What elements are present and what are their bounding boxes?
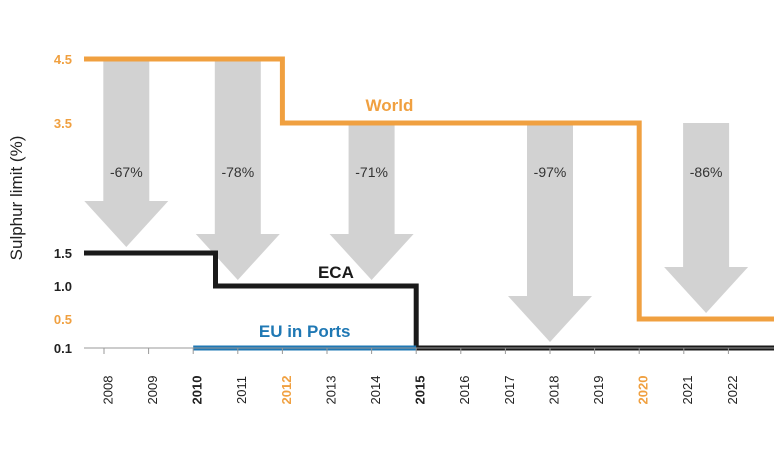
x-tick-label: 2009 xyxy=(145,376,160,405)
y-tick-label: 1.0 xyxy=(54,279,72,294)
reduction-arrow xyxy=(84,59,169,247)
reduction-arrow xyxy=(195,59,280,280)
x-tick-label: 2020 xyxy=(636,376,651,405)
x-tick-label: 2010 xyxy=(190,376,205,405)
y-tick-label: 4.5 xyxy=(54,52,72,67)
reduction-arrow xyxy=(664,123,749,313)
reduction-label: -67% xyxy=(110,164,143,180)
reduction-label: -86% xyxy=(690,164,723,180)
labels: Sulphur limit (%) -67% -78% -71% -97% -86% Wor… xyxy=(7,96,722,341)
series-label: World xyxy=(366,96,414,115)
x-tick-label: 2018 xyxy=(546,376,561,405)
x-tick-label: 2021 xyxy=(680,376,695,405)
reduction-arrow xyxy=(329,123,414,280)
x-tick-label: 2017 xyxy=(502,376,517,405)
series-label: ECA xyxy=(318,263,354,282)
x-tick-label: 2013 xyxy=(323,376,338,405)
reduction-arrows xyxy=(84,59,749,342)
x-tick-label: 2011 xyxy=(234,376,249,404)
x-tick-label: 2008 xyxy=(100,376,115,405)
series-label: EU in Ports xyxy=(259,322,351,341)
y-tick-label: 0.5 xyxy=(54,312,72,327)
reduction-arrow xyxy=(508,123,592,342)
axes: 4.5 3.5 1.5 1.0 0.5 0.1 2008 2009 2010 2011 2012 20… xyxy=(54,52,774,404)
x-tick-label: 2015 xyxy=(413,376,428,405)
series-line-world xyxy=(84,56,774,322)
x-tick-label: 2016 xyxy=(457,376,472,405)
y-axis-label: Sulphur limit (%) xyxy=(7,136,26,261)
y-tick-label: 1.5 xyxy=(54,246,72,261)
series-lines xyxy=(84,56,774,351)
y-tick-label: 0.1 xyxy=(54,341,72,356)
x-tick-label: 2012 xyxy=(279,376,294,405)
x-tick-label: 2022 xyxy=(725,376,740,405)
x-tick-label: 2019 xyxy=(591,376,606,405)
reduction-label: -97% xyxy=(534,164,567,180)
reduction-label: -78% xyxy=(221,164,254,180)
y-tick-label: 3.5 xyxy=(54,116,72,131)
reduction-label: -71% xyxy=(355,164,388,180)
x-tick-label: 2014 xyxy=(368,376,383,405)
